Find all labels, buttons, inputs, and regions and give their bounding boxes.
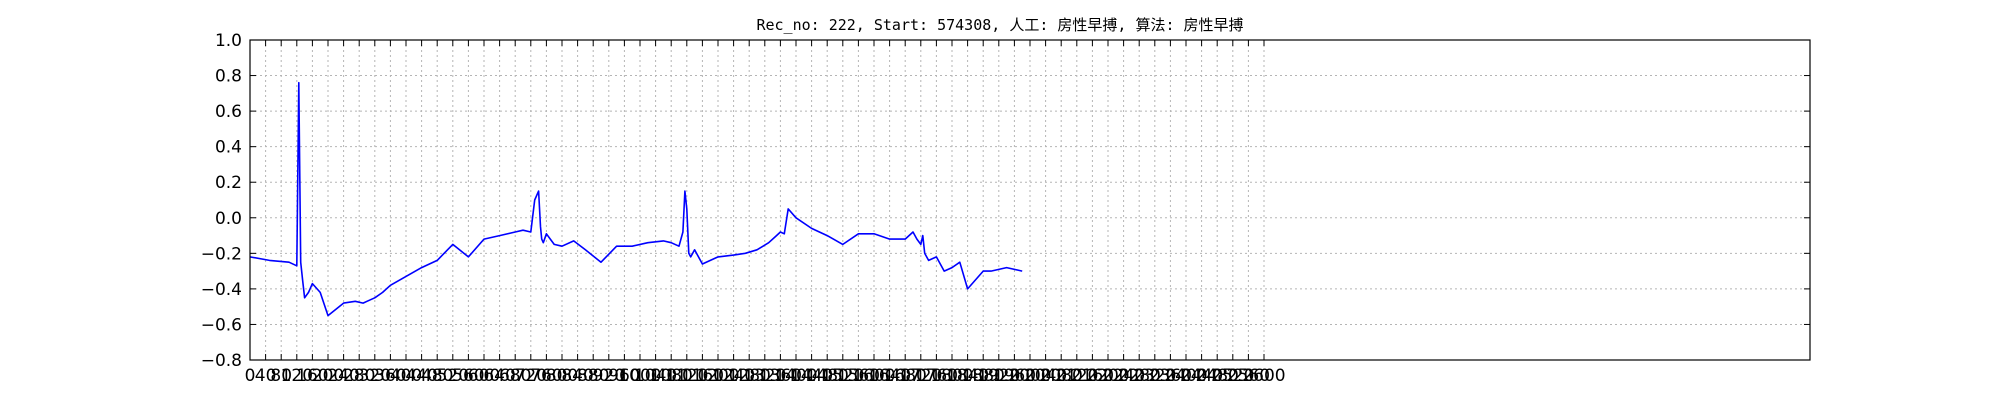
x-tick-label: 120	[281, 366, 313, 386]
x-tick-label: 2000	[1008, 366, 1051, 386]
x-tick-label: 1400	[774, 366, 817, 386]
x-tick-label: 40	[255, 366, 277, 386]
y-tick-label: 0.8	[215, 67, 242, 87]
x-tick-label: 200	[312, 366, 344, 386]
x-tick-label: 360	[374, 366, 406, 386]
x-tick-label: 2320	[1133, 366, 1176, 386]
x-tick-label: 680	[499, 366, 531, 386]
x-tick-label: 1640	[868, 366, 911, 386]
x-tick-label: 1240	[712, 366, 755, 386]
x-tick-label: 2040	[1024, 366, 1067, 386]
x-tick-label: 2120	[1055, 366, 1098, 386]
x-tick-label: 280	[343, 366, 375, 386]
x-tick-label: 560	[452, 366, 484, 386]
x-tick-label: 1360	[759, 366, 802, 386]
x-tick-label: 1320	[743, 366, 786, 386]
x-tick-label: 2080	[1040, 366, 1083, 386]
x-tick-label: 1120	[665, 366, 708, 386]
y-tick-label: 1.0	[215, 31, 242, 51]
x-tick-label: 400	[390, 366, 422, 386]
x-tick-label: 800	[546, 366, 578, 386]
x-tick-label: 2360	[1149, 366, 1192, 386]
x-tick-label: 1520	[821, 366, 864, 386]
x-tick-label: 720	[515, 366, 547, 386]
x-tick-label: 1000	[618, 366, 661, 386]
y-tick-label: −0.4	[201, 280, 242, 300]
x-tick-label: 1600	[852, 366, 895, 386]
y-tick-label: −0.8	[201, 351, 242, 371]
x-tick-label: 2520	[1211, 366, 1254, 386]
ecg-trace	[249, 81, 1023, 317]
x-tick-label: 1720	[899, 366, 942, 386]
x-tick-label: 1760	[915, 366, 958, 386]
x-tick-label: 1680	[884, 366, 927, 386]
x-tick-label: 920	[593, 366, 625, 386]
x-tick-label: 520	[437, 366, 469, 386]
y-tick-label: 0.4	[215, 138, 242, 158]
x-tick-label: 600	[468, 366, 500, 386]
x-tick-label: 840	[561, 366, 593, 386]
x-tick-label: 240	[327, 366, 359, 386]
x-tick-label: 960	[608, 366, 640, 386]
x-tick-label: 2160	[1071, 366, 1114, 386]
grid	[249, 39, 1810, 361]
x-tick-label: 480	[421, 366, 453, 386]
x-tick-label: 1200	[696, 366, 739, 386]
x-tick-label: 1960	[993, 366, 1036, 386]
x-tick-label: 1840	[946, 366, 989, 386]
x-tick-label: 320	[359, 366, 391, 386]
axes-ticks: 1.00.80.60.40.20.0−0.2−0.4−0.6−0.80 40801…	[201, 31, 1810, 386]
x-tick-label: 0	[245, 366, 256, 386]
x-tick-label: 2440	[1180, 366, 1223, 386]
x-tick-label: 1920	[977, 366, 1020, 386]
x-tick-label: 1080	[650, 366, 693, 386]
x-tick-label: 80	[270, 366, 292, 386]
y-tick-label: 0.2	[215, 173, 242, 193]
x-tick-label: 640	[483, 366, 515, 386]
x-tick-label: 760	[530, 366, 562, 386]
x-tick-label: 2400	[1164, 366, 1207, 386]
x-tick-label: 880	[577, 366, 609, 386]
x-tick-label: 2560	[1227, 366, 1270, 386]
chart-title: Rec_no: 222, Start: 574308, 人工: 房性早搏, 算法…	[756, 16, 1243, 34]
x-tick-label: 1280	[728, 366, 771, 386]
y-tick-label: 0.0	[215, 209, 242, 229]
y-tick-label: −0.6	[201, 315, 242, 335]
plot-frame	[249, 39, 1811, 361]
x-tick-label: 2600	[1242, 366, 1285, 386]
x-tick-label: 440	[405, 366, 437, 386]
x-tick-label: 1440	[790, 366, 833, 386]
x-tick-label: 1880	[962, 366, 1005, 386]
x-tick-label: 2480	[1196, 366, 1239, 386]
x-tick-label: 1560	[837, 366, 880, 386]
series-line	[249, 81, 1023, 317]
x-tick-label: 2280	[1118, 366, 1161, 386]
x-tick-label: 2240	[1102, 366, 1145, 386]
y-tick-label: −0.2	[201, 244, 242, 264]
x-tick-label: 1160	[681, 366, 724, 386]
x-tick-label: 1800	[930, 366, 973, 386]
x-tick-label: 2200	[1086, 366, 1129, 386]
x-tick-label: 1040	[634, 366, 677, 386]
x-tick-label: 1480	[806, 366, 849, 386]
x-tick-label: 160	[296, 366, 328, 386]
y-tick-label: 0.6	[215, 102, 242, 122]
